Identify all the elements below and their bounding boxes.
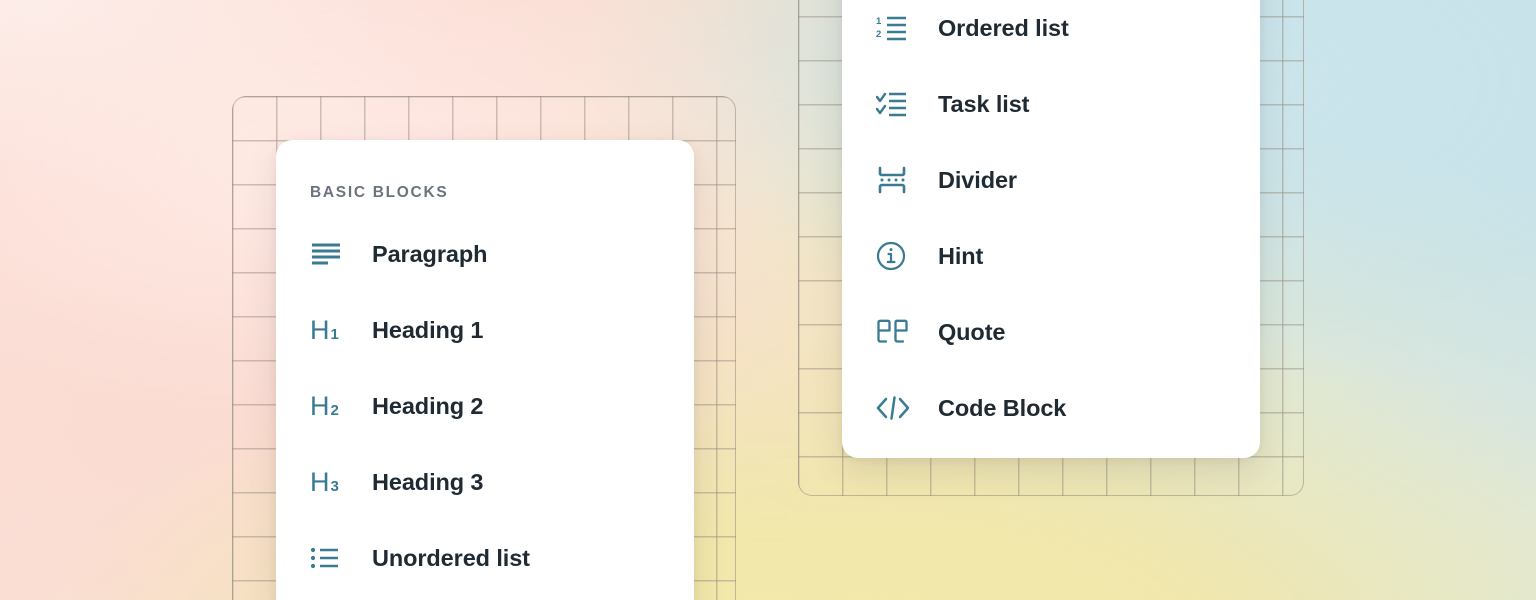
menu-item-task-list[interactable]: Task list xyxy=(842,66,1260,142)
block-menu-panel-basic-blocks[interactable]: BASIC BLOCKS Paragraph H 1 xyxy=(276,140,694,600)
unordered-list-icon xyxy=(310,541,350,575)
info-circle-icon xyxy=(876,239,916,273)
heading-2-icon: H 2 xyxy=(310,389,350,423)
heading-level-glyph: 3 xyxy=(330,477,339,495)
heading-glyph: H xyxy=(310,390,330,421)
menu-item-heading-3[interactable]: H 3 Heading 3 xyxy=(276,444,694,520)
heading-glyph: H xyxy=(310,314,330,345)
menu-item-label: Heading 2 xyxy=(372,392,484,419)
menu-item-label: Hint xyxy=(938,242,984,269)
heading-glyph: H xyxy=(310,466,330,497)
menu-item-label: Task list xyxy=(938,90,1030,117)
menu-item-paragraph[interactable]: Paragraph xyxy=(276,216,694,292)
menu-item-label: Divider xyxy=(938,166,1017,193)
menu-item-code-block[interactable]: Code Block xyxy=(842,370,1260,446)
menu-item-divider[interactable]: Divider xyxy=(842,142,1260,218)
quote-icon xyxy=(876,315,916,349)
menu-item-ordered-list[interactable]: 1 2 Ordered list xyxy=(842,0,1260,66)
svg-text:2: 2 xyxy=(876,29,881,40)
menu-item-quote[interactable]: Quote xyxy=(842,294,1260,370)
menu-item-heading-2[interactable]: H 2 Heading 2 xyxy=(276,368,694,444)
menu-item-label: Paragraph xyxy=(372,240,488,267)
heading-3-icon: H 3 xyxy=(310,465,350,499)
paragraph-icon xyxy=(310,237,350,271)
menu-item-label: Code Block xyxy=(938,394,1067,421)
menu-item-label: Heading 3 xyxy=(372,468,484,495)
menu-item-label: Unordered list xyxy=(372,544,530,571)
menu-item-hint[interactable]: Hint xyxy=(842,218,1260,294)
code-block-icon xyxy=(876,391,916,425)
menu-list-right: 1 2 Ordered list xyxy=(842,0,1260,446)
heading-1-icon: H 1 xyxy=(310,313,350,347)
task-list-icon xyxy=(876,87,916,121)
divider-icon xyxy=(876,163,916,197)
menu-list-left: Paragraph H 1 Heading 1 H 2 xyxy=(276,202,694,596)
heading-level-glyph: 2 xyxy=(330,401,339,419)
menu-item-label: Ordered list xyxy=(938,14,1069,41)
menu-item-heading-1[interactable]: H 1 Heading 1 xyxy=(276,292,694,368)
menu-item-label: Heading 1 xyxy=(372,316,484,343)
block-menu-panel-more-blocks[interactable]: 1 2 Ordered list xyxy=(842,0,1260,458)
section-label-basic-blocks: BASIC BLOCKS xyxy=(310,184,449,201)
svg-text:1: 1 xyxy=(876,16,882,27)
heading-level-glyph: 1 xyxy=(330,325,339,343)
ordered-list-icon: 1 2 xyxy=(876,11,916,45)
menu-item-unordered-list[interactable]: Unordered list xyxy=(276,520,694,596)
menu-item-label: Quote xyxy=(938,318,1006,345)
